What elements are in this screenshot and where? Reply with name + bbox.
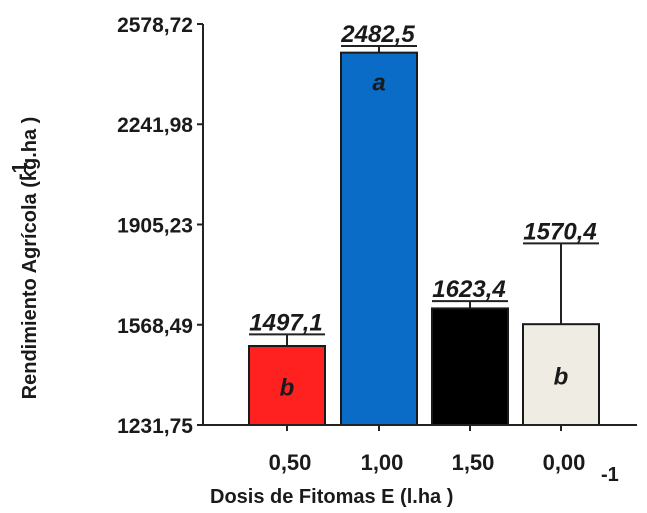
y-axis-title-exponent: -1 <box>9 162 31 180</box>
bar-value-label: 2482,5 <box>340 21 415 48</box>
bar-value-label: 1623,4 <box>432 276 505 303</box>
svg-text:Rendimiento Agrícola (kg.ha ): Rendimiento Agrícola (kg.ha ) <box>19 117 41 400</box>
x-axis-ticks: 0,50 1,00 1,50 0,00 <box>269 425 586 475</box>
x-tick-label: 1,50 <box>452 450 495 475</box>
x-axis-title-exponent: -1 <box>601 464 619 486</box>
group-letter: b <box>280 375 295 402</box>
x-tick-label: 1,00 <box>361 450 404 475</box>
x-tick-label: 0,00 <box>543 450 586 475</box>
y-tick-label: 2241,98 <box>117 114 193 137</box>
y-axis-ticks: 2578,72 2241,98 1905,23 1568,49 1231,75 <box>117 14 203 438</box>
bar <box>522 323 600 426</box>
y-tick-label: 1568,49 <box>117 315 193 338</box>
bar-value-label: 1570,4 <box>523 218 596 245</box>
x-axis-title: Dosis de Fitomas E (l.ha ) <box>210 486 453 508</box>
x-tick-label: 0,50 <box>269 450 312 475</box>
bar <box>340 51 418 426</box>
y-tick-label: 1905,23 <box>117 215 193 238</box>
bar <box>431 307 509 426</box>
y-tick-label: 1231,75 <box>117 415 193 438</box>
group-letter: b <box>554 364 569 391</box>
y-axis-title: Rendimiento Agrícola (kg.ha ) <box>19 117 41 400</box>
bars: 1497,1 b 2482,5 a 1623,4 1570,4 b <box>248 21 600 426</box>
bar-value-label: 1497,1 <box>249 309 322 336</box>
y-tick-label: 2578,72 <box>117 14 193 37</box>
group-letter: a <box>372 70 385 97</box>
